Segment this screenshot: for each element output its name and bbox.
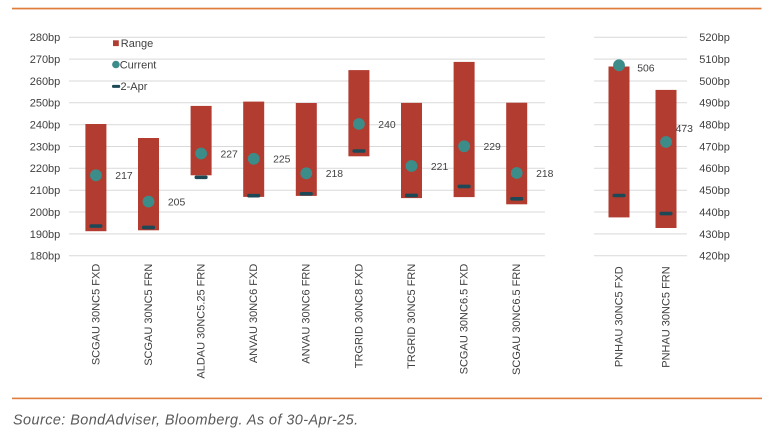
svg-text:229: 229 xyxy=(484,142,502,153)
svg-text:470bp: 470bp xyxy=(699,141,730,153)
svg-text:506: 506 xyxy=(637,63,655,74)
svg-text:260bp: 260bp xyxy=(30,76,61,88)
svg-text:Current: Current xyxy=(120,59,157,71)
svg-text:SCGAU 30NC6.5 FRN: SCGAU 30NC6.5 FRN xyxy=(511,264,523,375)
svg-text:460bp: 460bp xyxy=(699,163,730,175)
svg-text:TRGRID 30NC5 FRN: TRGRID 30NC5 FRN xyxy=(406,264,418,369)
svg-text:280bp: 280bp xyxy=(30,32,61,44)
svg-text:SCGAU 30NC6.5 FXD: SCGAU 30NC6.5 FXD xyxy=(459,264,471,375)
svg-text:Source: BondAdviser, Bloomberg: Source: BondAdviser, Bloomberg. As of 30… xyxy=(13,413,359,429)
svg-text:2-Apr: 2-Apr xyxy=(121,81,148,93)
svg-text:205: 205 xyxy=(168,197,186,208)
svg-text:PNHAU 30NC5 FXD: PNHAU 30NC5 FXD xyxy=(613,266,625,367)
svg-text:SCGAU 30NC5 FXD: SCGAU 30NC5 FXD xyxy=(90,264,102,366)
svg-text:200bp: 200bp xyxy=(30,207,61,219)
svg-text:240bp: 240bp xyxy=(30,120,61,132)
svg-text:440bp: 440bp xyxy=(699,207,730,219)
svg-text:230bp: 230bp xyxy=(30,141,61,153)
svg-text:180bp: 180bp xyxy=(30,251,61,263)
svg-text:TRGRID 30NC8 FXD: TRGRID 30NC8 FXD xyxy=(353,264,365,369)
svg-text:450bp: 450bp xyxy=(699,185,730,197)
svg-text:220bp: 220bp xyxy=(30,163,61,175)
svg-text:420bp: 420bp xyxy=(699,251,730,263)
svg-text:ALDAU 30NC5.25 FRN: ALDAU 30NC5.25 FRN xyxy=(196,264,208,379)
svg-text:PNHAU 30NC5 FRN: PNHAU 30NC5 FRN xyxy=(660,266,672,368)
svg-text:430bp: 430bp xyxy=(699,229,730,241)
svg-text:240: 240 xyxy=(378,120,396,131)
svg-text:221: 221 xyxy=(431,162,449,173)
svg-text:217: 217 xyxy=(115,171,133,182)
svg-text:ANVAU 30NC6 FXD: ANVAU 30NC6 FXD xyxy=(248,264,260,363)
svg-text:SCGAU 30NC5 FRN: SCGAU 30NC5 FRN xyxy=(143,264,155,366)
svg-text:473: 473 xyxy=(676,124,694,135)
svg-text:218: 218 xyxy=(326,169,344,180)
svg-text:270bp: 270bp xyxy=(30,54,61,66)
svg-text:510bp: 510bp xyxy=(699,54,730,66)
svg-text:490bp: 490bp xyxy=(699,98,730,110)
svg-text:190bp: 190bp xyxy=(30,229,61,241)
svg-text:ANVAU 30NC6 FRN: ANVAU 30NC6 FRN xyxy=(301,264,313,364)
svg-text:218: 218 xyxy=(536,169,554,180)
svg-text:480bp: 480bp xyxy=(699,120,730,132)
svg-text:225: 225 xyxy=(273,155,291,166)
svg-text:500bp: 500bp xyxy=(699,76,730,88)
svg-text:250bp: 250bp xyxy=(30,98,61,110)
svg-text:Range: Range xyxy=(121,38,153,50)
svg-text:227: 227 xyxy=(221,149,239,160)
svg-text:210bp: 210bp xyxy=(30,185,61,197)
svg-text:520bp: 520bp xyxy=(699,32,730,44)
